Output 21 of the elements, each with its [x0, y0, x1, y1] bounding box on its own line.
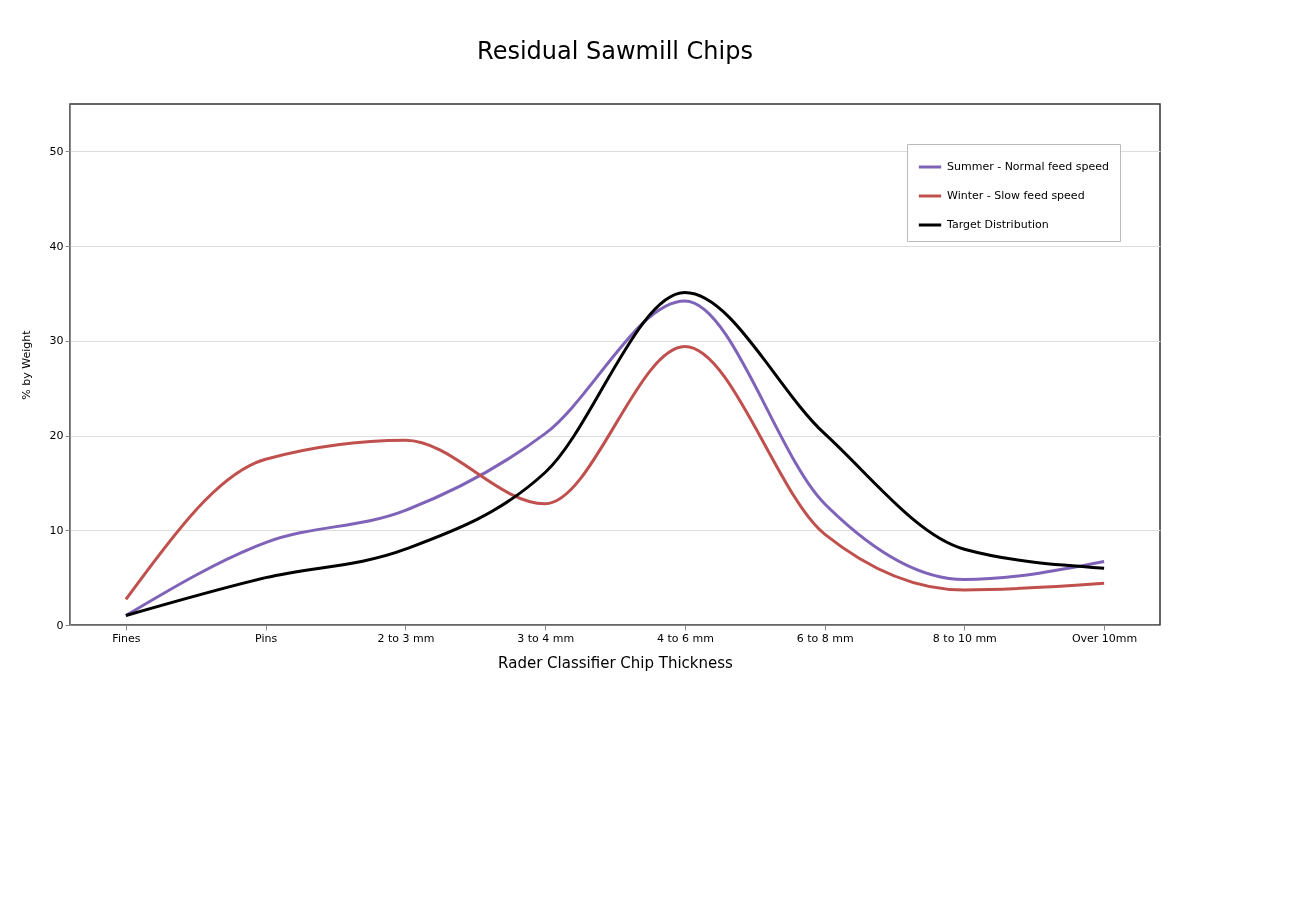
y-tick-label: 30 [49, 334, 64, 348]
chart-title: Residual Sawmill Chips [477, 37, 753, 65]
legend-label: Summer - Normal feed speed [947, 160, 1110, 173]
x-tick-label: 8 to 10 mm [932, 631, 997, 645]
y-tick-label: 10 [49, 523, 64, 537]
y-tick-label: 0 [56, 618, 64, 632]
x-tick-label: Over 10mm [1071, 631, 1138, 645]
x-tick-label: 2 to 3 mm [377, 631, 435, 645]
y-tick-label: 20 [49, 429, 64, 443]
x-tick-label: 3 to 4 mm [517, 631, 575, 645]
x-tick-label: 4 to 6 mm [656, 631, 714, 645]
x-axis-title: Rader Classifier Chip Thickness [498, 653, 734, 672]
line-series [124, 345, 1106, 601]
x-tick-label: 6 to 8 mm [796, 631, 854, 645]
legend-label: Target Distribution [946, 218, 1049, 231]
x-tick-label: Fines [112, 631, 141, 645]
x-tick-label: Pins [255, 631, 278, 645]
legend-label: Winter - Slow feed speed [947, 189, 1085, 202]
y-tick-label: 50 [49, 144, 64, 158]
y-axis-title: % by Weight [19, 329, 33, 400]
y-tick-label: 40 [49, 239, 64, 253]
